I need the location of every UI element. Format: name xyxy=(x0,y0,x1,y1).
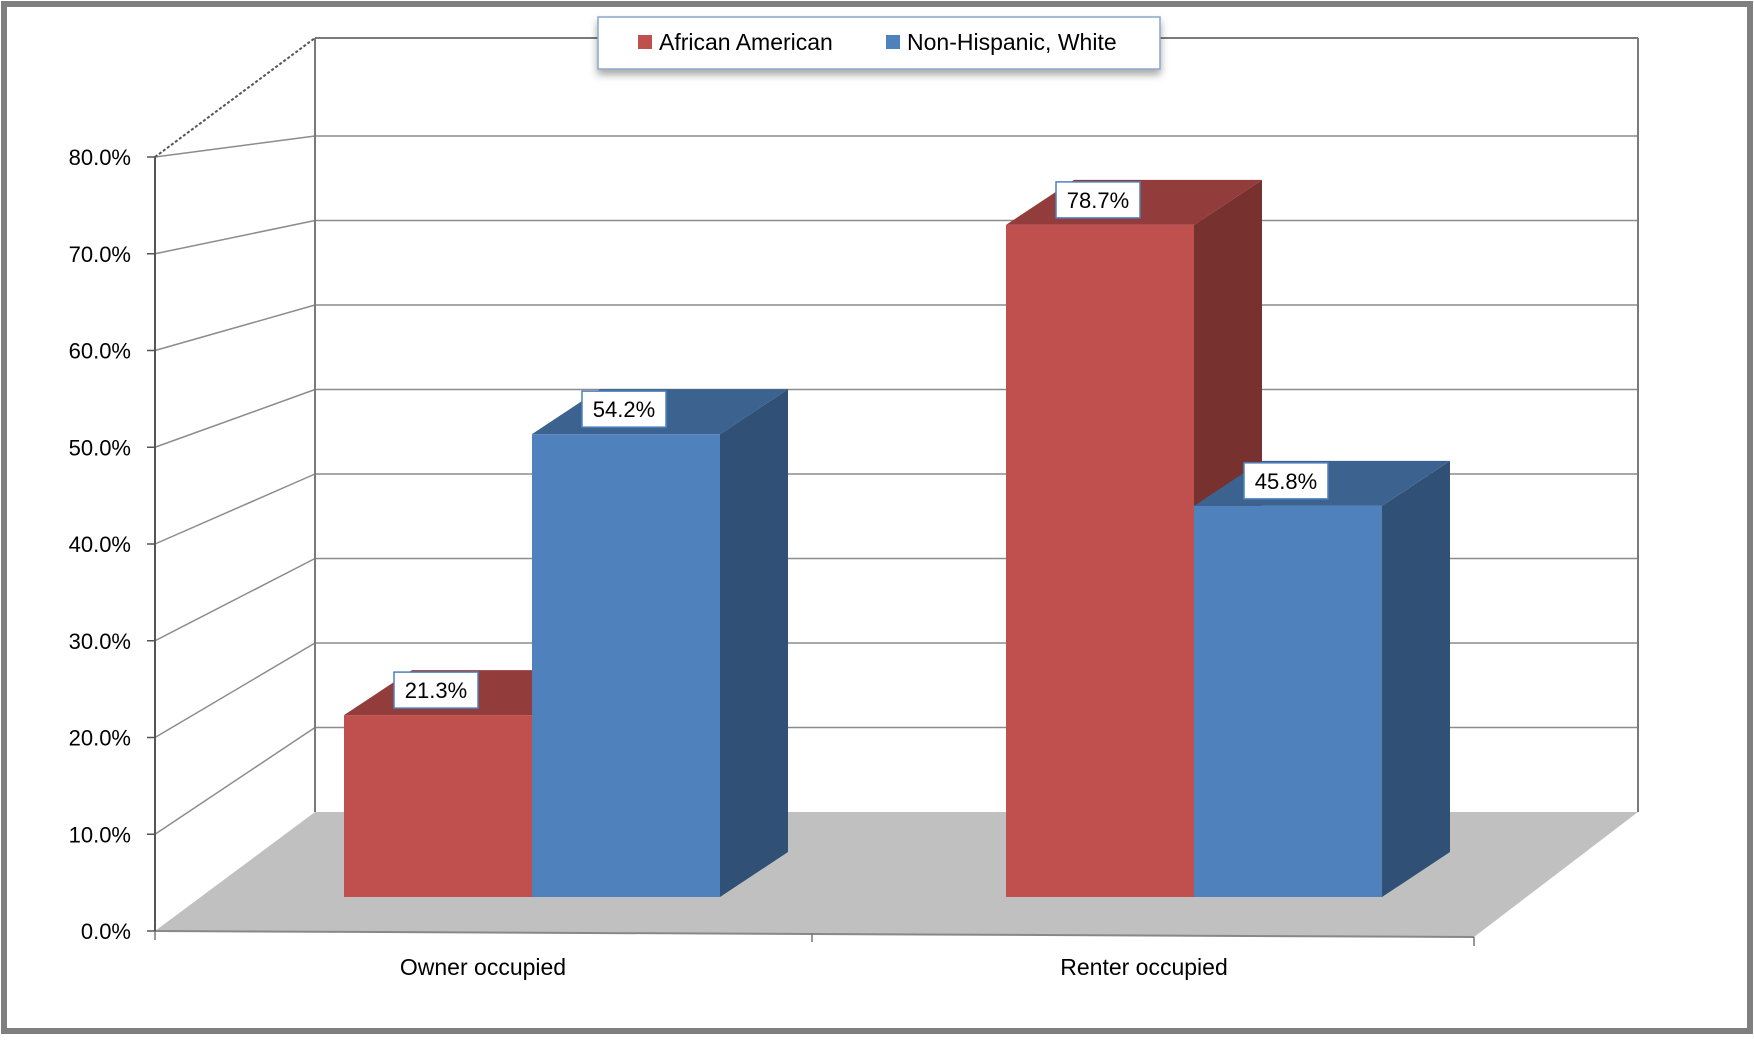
data-label-box xyxy=(1243,462,1329,500)
legend-label-non-hispanic-white: Non-Hispanic, White xyxy=(907,29,1117,55)
y-tick-label: 10.0% xyxy=(69,822,131,847)
gridline-side xyxy=(154,557,316,642)
data-label: 78.7% xyxy=(1055,181,1141,219)
y-tick-label: 20.0% xyxy=(69,726,131,751)
y-tick-label: 40.0% xyxy=(69,532,131,557)
data-label-text: 54.2% xyxy=(593,397,655,422)
bar-side xyxy=(720,389,788,897)
bar-front xyxy=(344,715,532,897)
y-tick-label: 70.0% xyxy=(69,242,131,267)
gridline-side xyxy=(154,473,316,545)
gridline-side xyxy=(154,219,316,255)
x-tick-label-renter-occupied: Renter occupied xyxy=(1060,954,1228,980)
y-tick-label: 50.0% xyxy=(69,435,131,460)
x-axis: Owner occupied Renter occupied xyxy=(154,931,1475,980)
bar-front xyxy=(1006,224,1194,898)
gridline-side xyxy=(154,304,316,352)
gridline-side xyxy=(154,388,316,448)
y-tick-label: 0.0% xyxy=(81,919,131,944)
data-label-text: 78.7% xyxy=(1067,188,1129,213)
legend: African American Non-Hispanic, White xyxy=(597,16,1161,70)
legend-swatch-african-american xyxy=(638,35,652,49)
data-label: 54.2% xyxy=(581,390,667,428)
y-axis: 0.0% 10.0% 20.0% 30.0% 40.0% 50.0% 60.0% 70.0% 8… xyxy=(69,145,155,944)
y-tick-label: 80.0% xyxy=(69,145,131,170)
legend-swatch-non-hispanic-white xyxy=(886,35,900,49)
legend-label-african-american: African American xyxy=(659,29,833,55)
legend-box xyxy=(597,16,1161,70)
floor-front-edge xyxy=(154,930,1475,938)
y-tick-label: 60.0% xyxy=(69,339,131,364)
data-label: 21.3% xyxy=(393,671,479,709)
gridline-side xyxy=(154,726,316,835)
data-label: 45.8% xyxy=(1243,462,1329,500)
side-wall-top-edge xyxy=(154,37,316,158)
x-tick-label-owner-occupied: Owner occupied xyxy=(400,954,566,980)
gridline-side xyxy=(154,135,316,158)
bar-front xyxy=(532,434,720,897)
data-label-box xyxy=(1055,181,1141,219)
bar-side xyxy=(1382,460,1450,897)
data-label-box xyxy=(581,390,667,428)
data-labels: 21.3% 54.2% 78.7% 45.8% xyxy=(393,181,1329,709)
data-label-text: 21.3% xyxy=(405,678,467,703)
y-tick-label: 30.0% xyxy=(69,629,131,654)
data-label-box xyxy=(393,671,479,709)
bar xyxy=(1194,460,1450,897)
gridline-side xyxy=(154,642,316,739)
data-label-text: 45.8% xyxy=(1255,469,1317,494)
bar xyxy=(532,389,788,897)
bar-front xyxy=(1194,505,1382,897)
